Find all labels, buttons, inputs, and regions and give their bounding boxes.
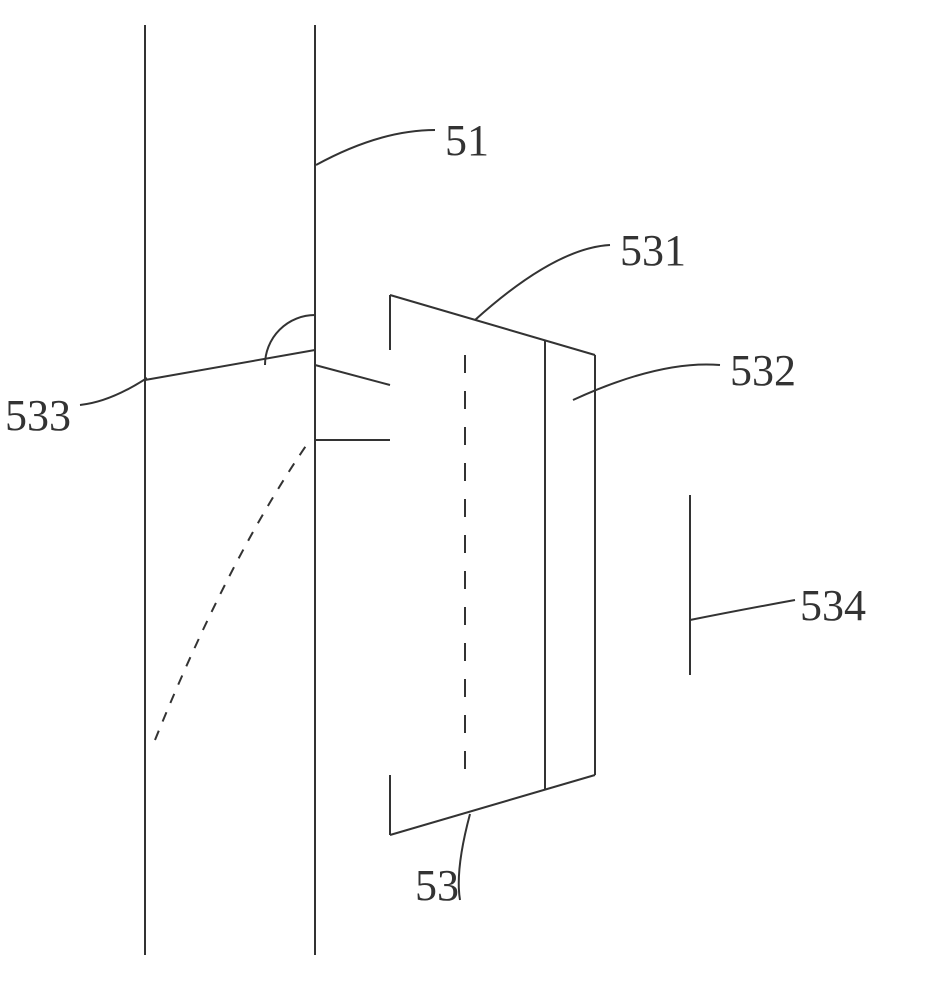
label-534: 534: [800, 580, 866, 631]
label-531: 531: [620, 225, 686, 276]
label-532: 532: [730, 345, 796, 396]
label-533: 533: [5, 390, 71, 441]
label-53: 53: [415, 860, 459, 911]
label-51: 51: [445, 115, 489, 166]
